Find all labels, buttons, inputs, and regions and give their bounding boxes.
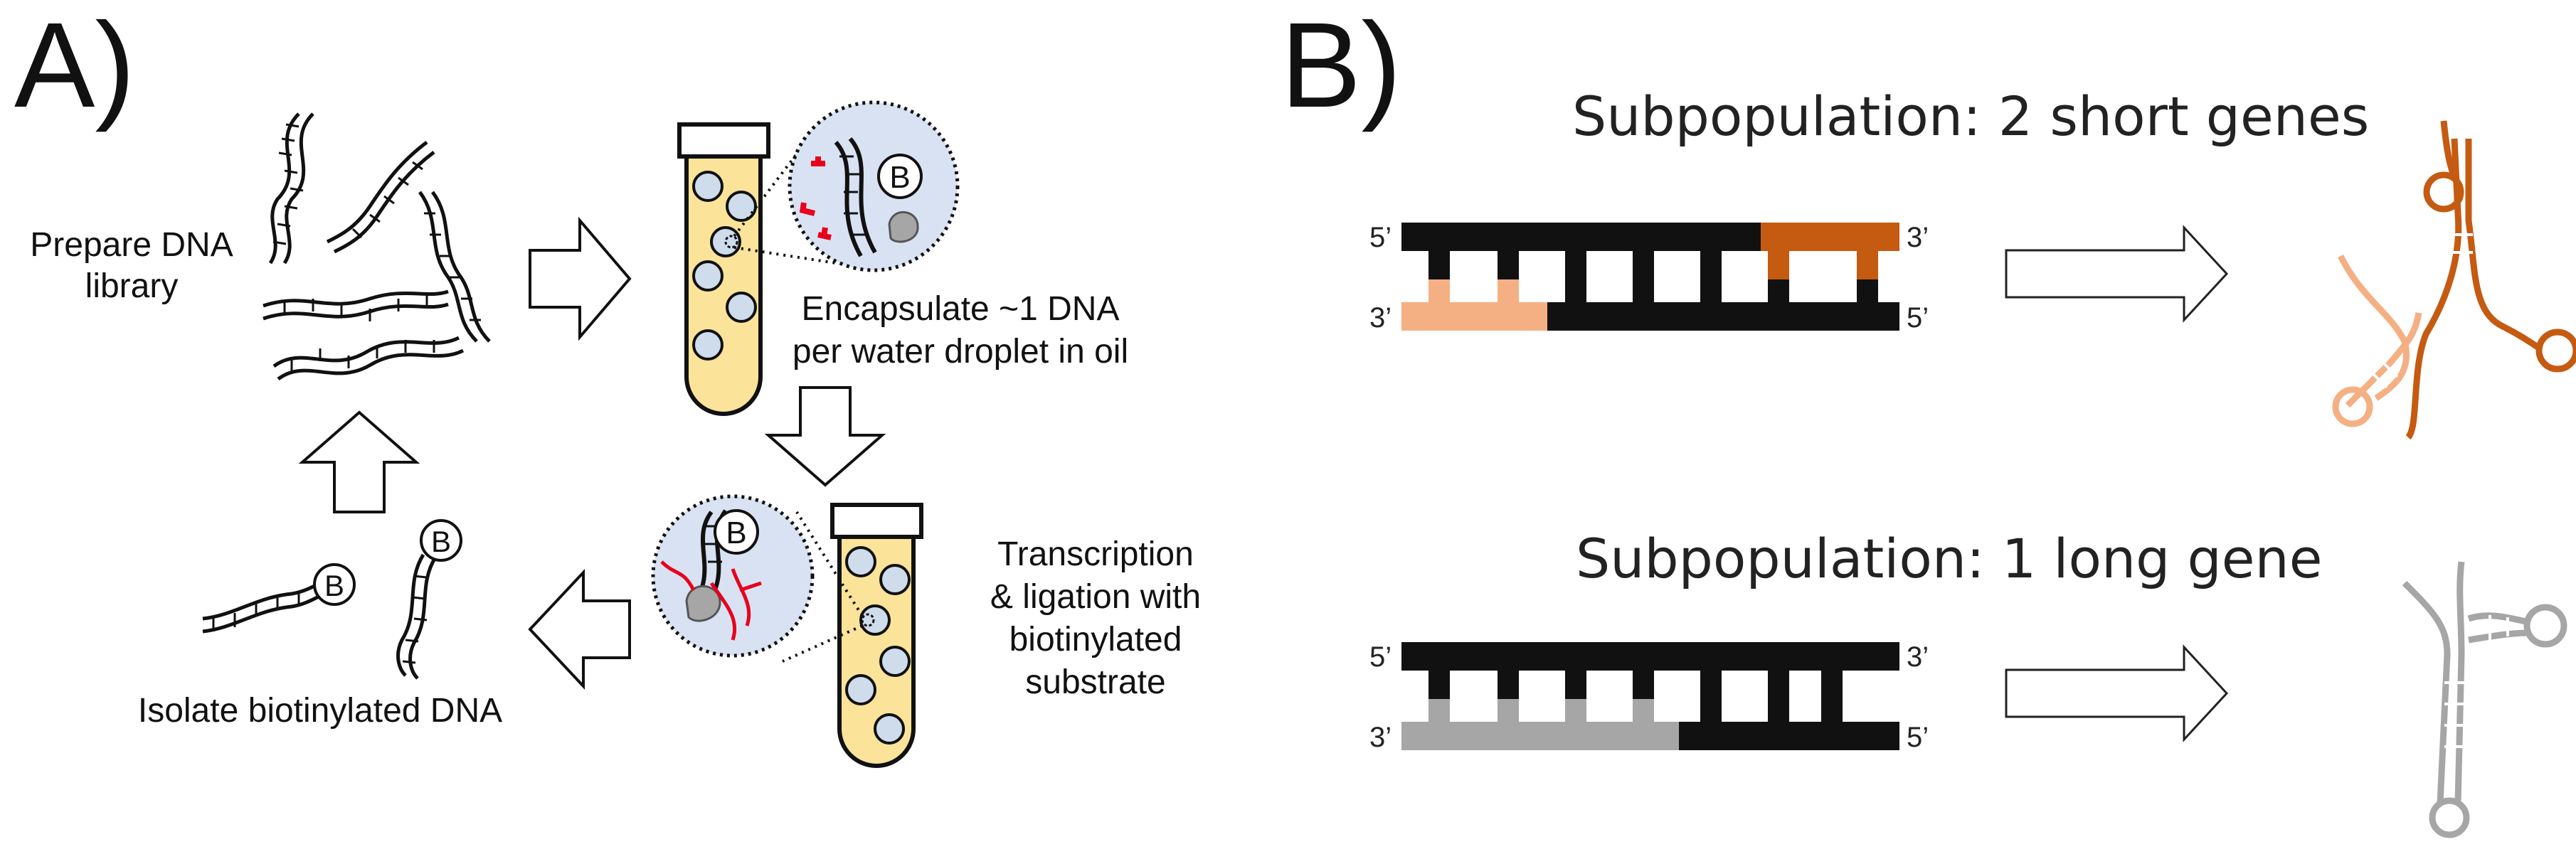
tube-1 [677,122,770,416]
sub2-title: Subpopulation: 1 long gene [1576,527,2322,590]
encapsulate-label-2: per water droplet in oil [793,333,1128,370]
construct2-3prime-top: 3’ [1907,641,1929,673]
construct1-3prime-top: 3’ [1907,222,1929,253]
arrow-up [298,410,420,513]
sub1-title: Subpopulation: 2 short genes [1572,85,2369,148]
zoom-lines-1 [733,134,837,265]
arrow-down [764,386,886,487]
rna-structure-1 [2332,120,2576,440]
construct2-5prime-bottom: 5’ [1907,722,1929,753]
biotinylated-dna-2 [396,553,438,680]
arrow-right-1 [529,216,632,341]
arrow-b1 [2005,225,2229,323]
dna-strand [272,336,465,381]
biotin-circle-1 [313,563,356,606]
zoom-circle-1: B [788,100,960,272]
zoom-lines-2 [782,511,864,663]
encapsulate-label-1: Encapsulate ~1 DNA [802,290,1120,328]
biotin-label-1: B [889,160,910,195]
construct2-3prime-bottom: 3’ [1369,722,1392,753]
dna-strand [263,289,449,321]
dna-strand [326,141,435,254]
biotin-label-3: B [324,569,344,602]
construct1-3prime-bottom: 3’ [1369,302,1392,334]
construct-1 [1401,223,1899,331]
prepare-label-2: library [85,267,179,305]
rna-structure-2 [2402,561,2567,838]
biotinylated-dna-1 [202,577,329,634]
panel-b-label: B) [1281,0,1401,133]
dna-library [263,112,491,381]
biotin-label-2: B [726,516,746,550]
arrow-b2 [2005,644,2229,742]
construct2-5prime-top: 5’ [1369,641,1392,673]
transcription-label-2: & ligation with [990,578,1201,616]
dna-rungs [272,123,481,372]
transcription-label-1: Transcription [997,535,1194,573]
transcription-label-4: substrate [1025,663,1165,701]
construct1-5prime-top: 5’ [1369,222,1392,253]
isolate-label: Isolate biotinylated DNA [138,692,502,730]
zoom-circle-2: B [651,494,815,658]
panel-a-label: A) [14,0,135,133]
prepare-label-1: Prepare DNA [30,226,233,264]
arrow-left [528,568,631,690]
dna-strand [268,112,314,265]
tube-2 [830,503,923,768]
biotin-label-4: B [431,525,451,558]
biotin-circle-2 [420,519,462,562]
construct1-5prime-bottom: 5’ [1907,302,1929,334]
transcription-label-3: biotinylated [1009,621,1182,658]
construct-2 [1401,642,1899,750]
